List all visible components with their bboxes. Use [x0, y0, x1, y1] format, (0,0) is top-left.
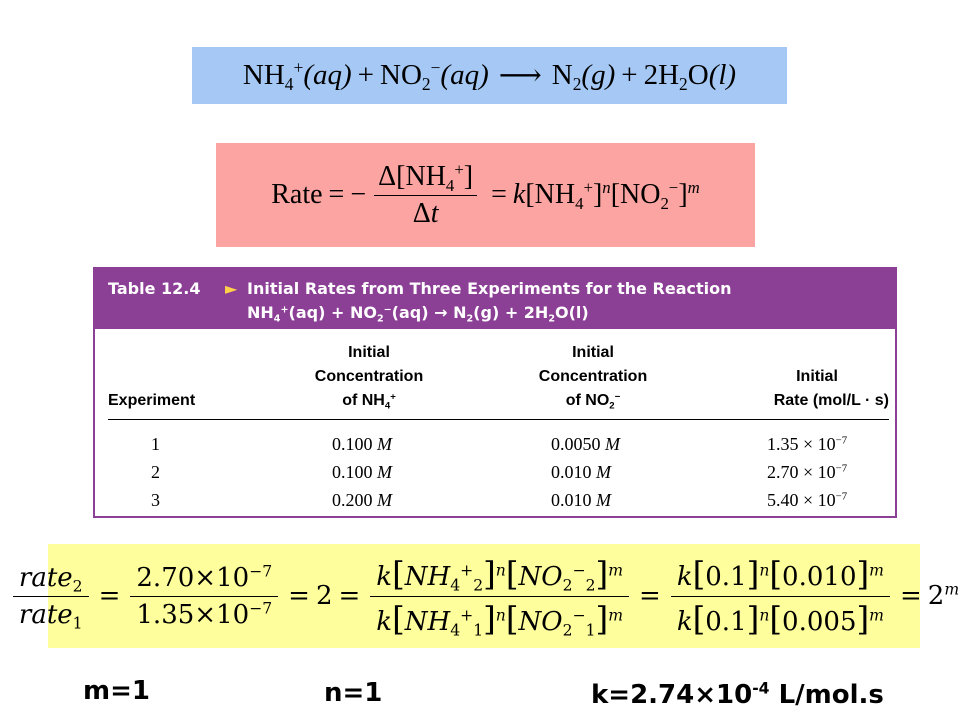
table-label: Table 12.4 — [108, 279, 201, 298]
reaction-arrow: ⟶ — [498, 59, 542, 92]
table-title: Initial Rates from Three Experiments for… — [247, 279, 732, 298]
minus-sign: − — [350, 179, 367, 210]
result-k: k=2.74×10-4 L/mol.s — [591, 679, 884, 710]
column-header-no2: Initial Concentration of NO2− — [538, 344, 648, 412]
table-subtitle: NH4+(aq) + NO2−(aq) → N2(g) + 2H2O(l) — [247, 303, 589, 325]
equals-sign-2: = — [491, 179, 507, 210]
result-m: m=1 — [83, 676, 150, 706]
equals-sign: = — [328, 179, 345, 210]
rate-label: Rate — [271, 179, 323, 210]
product-nitrogen: N2(g) — [551, 59, 616, 95]
column-header-rate: Initial Rate (mol/L · s) — [773, 368, 889, 409]
rate-ratio-fraction: rate2 rate1 — [12, 563, 89, 631]
rate-fraction-denominator: Δt — [412, 197, 439, 229]
plus-sign: + — [357, 59, 374, 91]
table-header-bar: Table 12.4 ► Initial Rates from Three Ex… — [95, 269, 895, 329]
header-rule — [108, 419, 889, 420]
product-water: 2H2O(l) — [643, 59, 737, 95]
initial-rates-table: Table 12.4 ► Initial Rates from Three Ex… — [93, 267, 897, 518]
symbolic-rate-law-fraction: k[NH4+2]n[NO2−2]m k[NH4+1]n[NO2−1]m — [370, 555, 630, 638]
rate-values-fraction: 2.70×10−7 1.35×10−7 — [130, 563, 279, 630]
numeric-rate-law-fraction: k[0.1]n[0.010]m k[0.1]n[0.005]m — [670, 555, 890, 638]
ratio-value: 2 — [315, 581, 333, 611]
triangle-right-icon: ► — [225, 279, 238, 298]
power-result: 2m — [927, 580, 960, 611]
rate-ratio-derivation: rate2 rate1 = 2.70×10−7 1.35×10−7 = 2 = … — [12, 544, 959, 648]
reactant-ammonium: NH4+(aq) — [242, 57, 352, 95]
result-n: n=1 — [324, 678, 383, 708]
rate-fraction-numerator: Δ[NH4+] — [374, 161, 478, 196]
rate-constant: k — [512, 179, 526, 210]
nitrite-term: [NO2−]m — [610, 177, 700, 213]
ammonium-term: [NH4+]n — [525, 177, 611, 213]
column-header-nh4: Initial Concentration of NH4+ — [314, 344, 424, 412]
rate-law-equation: Rate = − Δ[NH4+] Δt = k [NH4+]n [NO2−]m — [216, 143, 755, 247]
plus-sign-2: + — [621, 59, 638, 91]
rate-fraction: Δ[NH4+] Δt — [374, 161, 478, 230]
column-header-experiment: Experiment — [108, 392, 196, 409]
reaction-equation: NH4+(aq) + NO2−(aq) ⟶ N2(g) + 2H2O(l) — [192, 47, 787, 104]
reactant-nitrite: NO2−(aq) — [380, 57, 489, 95]
